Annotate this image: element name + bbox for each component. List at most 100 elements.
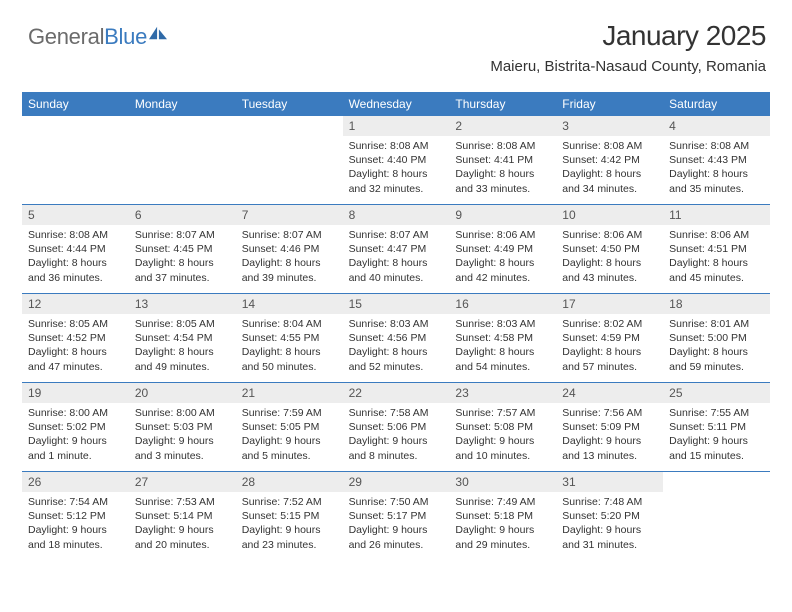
daylight-line: Daylight: 8 hours and 57 minutes. (562, 345, 657, 373)
day-number: 6 (129, 205, 236, 225)
sunset-line: Sunset: 4:47 PM (349, 242, 444, 256)
sunset-line: Sunset: 4:43 PM (669, 153, 764, 167)
day-number: 22 (343, 383, 450, 403)
day-body: Sunrise: 8:05 AMSunset: 4:52 PMDaylight:… (22, 314, 129, 380)
sunset-line: Sunset: 4:50 PM (562, 242, 657, 256)
week-row: 5Sunrise: 8:08 AMSunset: 4:44 PMDaylight… (22, 205, 770, 294)
sunrise-line: Sunrise: 8:08 AM (349, 139, 444, 153)
day-number: 24 (556, 383, 663, 403)
day-number: 10 (556, 205, 663, 225)
day-body: Sunrise: 8:01 AMSunset: 5:00 PMDaylight:… (663, 314, 770, 380)
sunrise-line: Sunrise: 8:05 AM (28, 317, 123, 331)
sunset-line: Sunset: 5:09 PM (562, 420, 657, 434)
dow-cell: Wednesday (343, 92, 450, 116)
day-number: 20 (129, 383, 236, 403)
sunrise-line: Sunrise: 8:00 AM (135, 406, 230, 420)
sunrise-line: Sunrise: 8:02 AM (562, 317, 657, 331)
day-body: Sunrise: 8:08 AMSunset: 4:44 PMDaylight:… (22, 225, 129, 291)
daylight-line: Daylight: 8 hours and 33 minutes. (455, 167, 550, 195)
day-body: Sunrise: 8:03 AMSunset: 4:58 PMDaylight:… (449, 314, 556, 380)
daylight-line: Daylight: 8 hours and 34 minutes. (562, 167, 657, 195)
day-number: 21 (236, 383, 343, 403)
daylight-line: Daylight: 8 hours and 54 minutes. (455, 345, 550, 373)
day-number: 25 (663, 383, 770, 403)
day-number: 19 (22, 383, 129, 403)
day-cell: 15Sunrise: 8:03 AMSunset: 4:56 PMDayligh… (343, 294, 450, 382)
day-number: 16 (449, 294, 556, 314)
sunset-line: Sunset: 4:58 PM (455, 331, 550, 345)
dow-row: SundayMondayTuesdayWednesdayThursdayFrid… (22, 92, 770, 116)
day-body: Sunrise: 8:07 AMSunset: 4:47 PMDaylight:… (343, 225, 450, 291)
day-cell: 8Sunrise: 8:07 AMSunset: 4:47 PMDaylight… (343, 205, 450, 293)
day-cell: 12Sunrise: 8:05 AMSunset: 4:52 PMDayligh… (22, 294, 129, 382)
sunset-line: Sunset: 4:41 PM (455, 153, 550, 167)
day-cell: 7Sunrise: 8:07 AMSunset: 4:46 PMDaylight… (236, 205, 343, 293)
day-cell: 16Sunrise: 8:03 AMSunset: 4:58 PMDayligh… (449, 294, 556, 382)
day-number: 11 (663, 205, 770, 225)
day-cell: 5Sunrise: 8:08 AMSunset: 4:44 PMDaylight… (22, 205, 129, 293)
sunrise-line: Sunrise: 8:08 AM (455, 139, 550, 153)
daylight-line: Daylight: 9 hours and 8 minutes. (349, 434, 444, 462)
day-body: Sunrise: 7:48 AMSunset: 5:20 PMDaylight:… (556, 492, 663, 558)
daylight-line: Daylight: 8 hours and 32 minutes. (349, 167, 444, 195)
day-cell: 23Sunrise: 7:57 AMSunset: 5:08 PMDayligh… (449, 383, 556, 471)
day-body: Sunrise: 7:54 AMSunset: 5:12 PMDaylight:… (22, 492, 129, 558)
day-number: 23 (449, 383, 556, 403)
day-body: Sunrise: 7:50 AMSunset: 5:17 PMDaylight:… (343, 492, 450, 558)
daylight-line: Daylight: 8 hours and 39 minutes. (242, 256, 337, 284)
sunset-line: Sunset: 4:54 PM (135, 331, 230, 345)
day-number: 28 (236, 472, 343, 492)
sunset-line: Sunset: 5:12 PM (28, 509, 123, 523)
daylight-line: Daylight: 8 hours and 47 minutes. (28, 345, 123, 373)
daylight-line: Daylight: 9 hours and 1 minute. (28, 434, 123, 462)
day-cell: 17Sunrise: 8:02 AMSunset: 4:59 PMDayligh… (556, 294, 663, 382)
day-number: 14 (236, 294, 343, 314)
sunset-line: Sunset: 5:02 PM (28, 420, 123, 434)
sunrise-line: Sunrise: 8:08 AM (28, 228, 123, 242)
logo: GeneralBlue (28, 24, 167, 50)
day-body: Sunrise: 8:08 AMSunset: 4:40 PMDaylight:… (343, 136, 450, 202)
day-number: 9 (449, 205, 556, 225)
week-row: 1Sunrise: 8:08 AMSunset: 4:40 PMDaylight… (22, 116, 770, 205)
day-number: 4 (663, 116, 770, 136)
sunset-line: Sunset: 5:18 PM (455, 509, 550, 523)
daylight-line: Daylight: 9 hours and 15 minutes. (669, 434, 764, 462)
sunrise-line: Sunrise: 8:06 AM (669, 228, 764, 242)
sunrise-line: Sunrise: 7:53 AM (135, 495, 230, 509)
week-row: 26Sunrise: 7:54 AMSunset: 5:12 PMDayligh… (22, 472, 770, 560)
sunset-line: Sunset: 4:56 PM (349, 331, 444, 345)
day-number: 31 (556, 472, 663, 492)
sunset-line: Sunset: 5:08 PM (455, 420, 550, 434)
dow-cell: Friday (556, 92, 663, 116)
day-cell: 1Sunrise: 8:08 AMSunset: 4:40 PMDaylight… (343, 116, 450, 204)
daylight-line: Daylight: 8 hours and 36 minutes. (28, 256, 123, 284)
day-body: Sunrise: 8:05 AMSunset: 4:54 PMDaylight:… (129, 314, 236, 380)
day-body: Sunrise: 7:57 AMSunset: 5:08 PMDaylight:… (449, 403, 556, 469)
day-number: 17 (556, 294, 663, 314)
sunrise-line: Sunrise: 7:52 AM (242, 495, 337, 509)
sunrise-line: Sunrise: 8:07 AM (349, 228, 444, 242)
sunrise-line: Sunrise: 8:04 AM (242, 317, 337, 331)
sunrise-line: Sunrise: 8:00 AM (28, 406, 123, 420)
day-body: Sunrise: 7:49 AMSunset: 5:18 PMDaylight:… (449, 492, 556, 558)
day-cell: 11Sunrise: 8:06 AMSunset: 4:51 PMDayligh… (663, 205, 770, 293)
sunset-line: Sunset: 5:06 PM (349, 420, 444, 434)
day-body: Sunrise: 8:07 AMSunset: 4:45 PMDaylight:… (129, 225, 236, 291)
sunset-line: Sunset: 5:00 PM (669, 331, 764, 345)
day-number: 3 (556, 116, 663, 136)
week-row: 19Sunrise: 8:00 AMSunset: 5:02 PMDayligh… (22, 383, 770, 472)
day-cell: 14Sunrise: 8:04 AMSunset: 4:55 PMDayligh… (236, 294, 343, 382)
daylight-line: Daylight: 9 hours and 29 minutes. (455, 523, 550, 551)
sunset-line: Sunset: 4:52 PM (28, 331, 123, 345)
day-cell: 4Sunrise: 8:08 AMSunset: 4:43 PMDaylight… (663, 116, 770, 204)
day-cell: 18Sunrise: 8:01 AMSunset: 5:00 PMDayligh… (663, 294, 770, 382)
sunrise-line: Sunrise: 7:50 AM (349, 495, 444, 509)
day-body: Sunrise: 7:58 AMSunset: 5:06 PMDaylight:… (343, 403, 450, 469)
day-number: 1 (343, 116, 450, 136)
day-body: Sunrise: 8:07 AMSunset: 4:46 PMDaylight:… (236, 225, 343, 291)
sunset-line: Sunset: 4:45 PM (135, 242, 230, 256)
logo-text-blue: Blue (104, 24, 147, 49)
day-cell: 31Sunrise: 7:48 AMSunset: 5:20 PMDayligh… (556, 472, 663, 560)
day-cell: 19 Sunrise: 8:00 AMSunset: 5:02 PMDayligh… (22, 383, 129, 471)
day-body: Sunrise: 7:52 AMSunset: 5:15 PMDaylight:… (236, 492, 343, 558)
